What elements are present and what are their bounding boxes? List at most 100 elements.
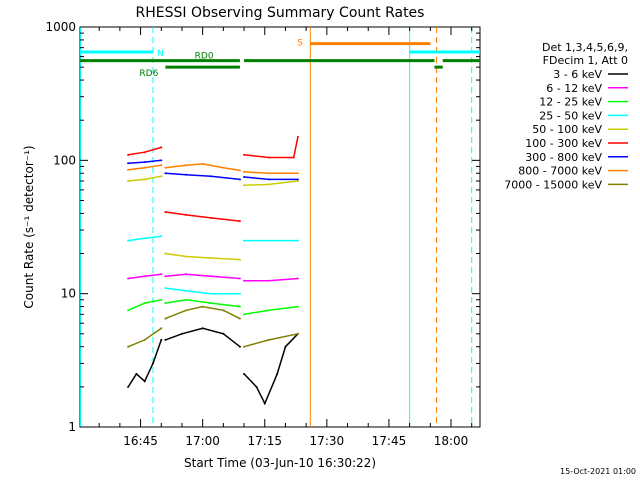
data-point-1-0-2 xyxy=(160,273,163,276)
data-point-6-2-0 xyxy=(243,175,246,178)
data-point-4-1-2 xyxy=(209,257,212,260)
data-point-6-0-1 xyxy=(143,161,146,164)
data-point-2-0-2 xyxy=(160,298,163,301)
data-point-5-1-3 xyxy=(238,220,241,223)
data-point-0-2-3 xyxy=(276,372,279,375)
data-point-0-0-1 xyxy=(135,372,138,375)
legend-entry-3: 25 - 50 keV xyxy=(539,109,602,122)
series-line-2-seg-2 xyxy=(243,305,298,316)
legend-entry-1: 6 - 12 keV xyxy=(546,82,602,95)
data-point-8-0-2 xyxy=(160,327,163,330)
data-point-2-2-2 xyxy=(296,305,299,308)
legend-header-0: Det 1,3,4,5,6,9, xyxy=(542,41,628,54)
data-point-1-1-0 xyxy=(164,275,167,278)
data-point-8-2-1 xyxy=(267,338,270,341)
data-point-8-2-0 xyxy=(243,345,246,348)
data-point-8-1-3 xyxy=(222,309,225,312)
data-point-1-1-2 xyxy=(209,275,212,278)
data-point-5-2-1 xyxy=(267,156,270,159)
legend-entry-0: 3 - 6 keV xyxy=(553,68,602,81)
data-point-0-2-2 xyxy=(263,402,266,405)
data-point-1-0-0 xyxy=(127,277,130,280)
data-point-8-1-2 xyxy=(201,305,204,308)
data-point-4-1-0 xyxy=(164,252,167,255)
data-point-5-1-0 xyxy=(164,210,167,213)
data-point-6-0-0 xyxy=(127,162,130,165)
y-tick-label-1: 10 xyxy=(61,287,76,301)
flag-label-rd6: RD6 xyxy=(139,69,158,79)
series-line-5-seg-2 xyxy=(244,136,299,159)
data-point-1-1-1 xyxy=(185,273,188,276)
data-point-4-2-0 xyxy=(243,184,246,187)
data-point-8-1-0 xyxy=(164,317,167,320)
data-point-5-1-2 xyxy=(209,216,212,219)
data-point-7-0-0 xyxy=(127,168,130,171)
series-line-2-seg-0 xyxy=(127,299,162,311)
y-tick-label-2: 100 xyxy=(53,153,76,167)
series-line-6-seg-1 xyxy=(165,172,240,181)
data-point-4-1-1 xyxy=(185,255,188,258)
y-tick-label-3: 1000 xyxy=(45,20,76,34)
data-point-6-0-2 xyxy=(160,159,163,162)
legend-entry-4: 50 - 100 keV xyxy=(532,123,602,136)
data-point-8-0-0 xyxy=(127,345,130,348)
data-point-7-2-0 xyxy=(243,170,246,173)
series-line-0-seg-2 xyxy=(243,333,299,406)
legend-entry-7: 800 - 7000 keV xyxy=(518,165,602,178)
x-tick-label-0: 16:45 xyxy=(123,434,158,448)
series-line-8-seg-0 xyxy=(127,327,162,348)
data-point-4-1-3 xyxy=(238,258,241,261)
data-point-3-1-0 xyxy=(164,287,167,290)
data-point-1-1-3 xyxy=(238,277,241,280)
data-point-6-2-2 xyxy=(296,178,299,181)
data-point-8-1-1 xyxy=(185,309,188,312)
data-point-5-1-1 xyxy=(185,213,188,216)
series-line-8-seg-2 xyxy=(243,333,299,348)
data-point-5-0-2 xyxy=(160,146,163,149)
y-tick-label-0: 1 xyxy=(68,420,76,434)
data-point-0-1-4 xyxy=(238,345,241,348)
data-point-0-1-3 xyxy=(222,332,225,335)
data-point-8-2-2 xyxy=(296,332,299,335)
x-tick-label-2: 17:15 xyxy=(247,434,282,448)
data-point-5-2-2 xyxy=(292,156,295,159)
data-point-1-2-0 xyxy=(243,279,246,282)
plot-frame xyxy=(79,26,481,428)
data-point-8-1-4 xyxy=(238,317,241,320)
data-point-3-0-1 xyxy=(143,237,146,240)
data-point-2-2-1 xyxy=(267,309,270,312)
timestamp: 15-Oct-2021 01:00 xyxy=(560,467,636,476)
data-point-6-1-1 xyxy=(185,173,188,176)
data-point-3-1-3 xyxy=(238,292,241,295)
data-point-0-0-3 xyxy=(151,362,154,365)
data-point-7-1-2 xyxy=(201,162,204,165)
data-point-6-1-0 xyxy=(164,172,167,175)
series-line-4-seg-2 xyxy=(244,180,298,187)
data-point-1-2-1 xyxy=(267,279,270,282)
x-tick-label-1: 17:00 xyxy=(185,434,220,448)
data-point-2-0-1 xyxy=(143,302,146,305)
x-tick-label-5: 18:00 xyxy=(434,434,469,448)
data-point-3-0-2 xyxy=(160,235,163,238)
series-line-2-seg-1 xyxy=(165,299,240,308)
data-point-2-0-0 xyxy=(127,309,130,312)
data-point-3-2-1 xyxy=(267,239,270,242)
series-line-3-seg-1 xyxy=(165,287,240,295)
data-point-7-2-1 xyxy=(267,172,270,175)
data-point-3-2-2 xyxy=(296,239,299,242)
data-point-6-2-1 xyxy=(267,178,270,181)
series-line-4-seg-1 xyxy=(165,252,240,261)
data-point-7-1-3 xyxy=(222,166,225,169)
y-axis-label: Count Rate (s⁻¹ detector⁻¹) xyxy=(22,145,36,308)
data-point-8-0-1 xyxy=(143,338,146,341)
series-line-7-seg-2 xyxy=(244,171,298,175)
series-line-1-seg-2 xyxy=(244,277,298,282)
data-point-1-0-1 xyxy=(143,275,146,278)
flag-label-rd0: RD0 xyxy=(195,52,214,62)
data-point-4-2-1 xyxy=(267,183,270,186)
data-point-5-2-3 xyxy=(296,135,299,138)
data-point-2-1-3 xyxy=(238,305,241,308)
data-point-0-1-2 xyxy=(201,327,204,330)
data-point-5-0-0 xyxy=(127,153,130,156)
data-point-3-0-0 xyxy=(127,239,130,242)
